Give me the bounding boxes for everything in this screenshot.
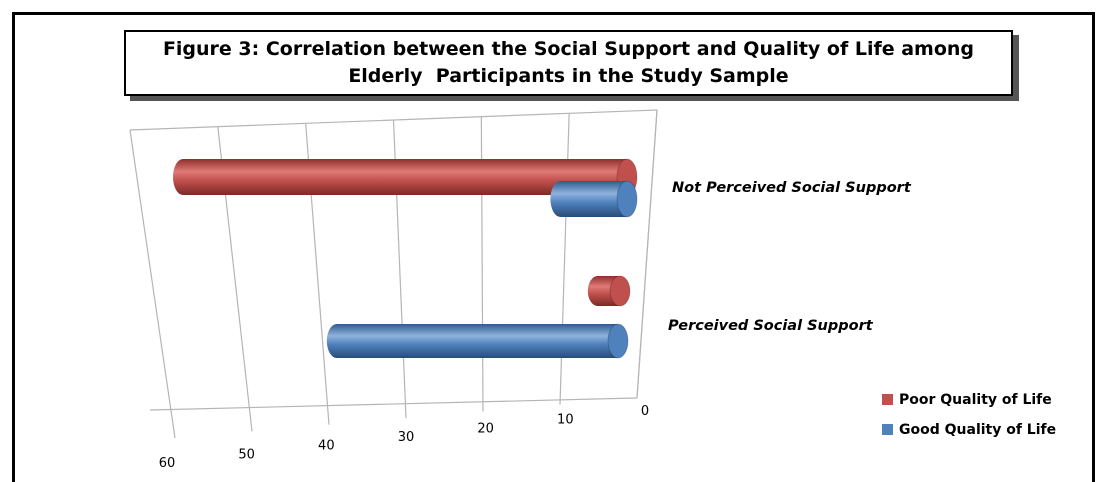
- bar-left-end: [550, 181, 571, 217]
- x-axis-ticks: 0 10 20 30 40 50 60: [159, 404, 649, 471]
- category-labels: Not Perceived Social Support Perceived So…: [668, 180, 912, 334]
- legend: Poor Quality of Life Good Quality of Life: [882, 392, 1056, 438]
- x-tick-label: 60: [159, 456, 176, 471]
- x-tick-label: 10: [557, 413, 574, 428]
- bar-left-end: [173, 159, 193, 195]
- figure-frame: [12, 12, 1095, 482]
- bar-cap: [609, 275, 631, 307]
- bar-good-not-perceived: [550, 180, 638, 218]
- bars-group: [173, 158, 638, 359]
- bar-left-end: [587, 276, 608, 306]
- grid-line: [129, 129, 176, 439]
- legend-swatch: [882, 394, 893, 405]
- category-label: Not Perceived Social Support: [672, 180, 912, 196]
- bar-cap: [616, 180, 638, 218]
- chart-title: Figure 3: Correlation between the Social…: [124, 30, 1013, 96]
- x-tick-label: 40: [318, 439, 335, 454]
- legend-label: Good Quality of Life: [899, 422, 1056, 438]
- chart-title-line-1: Figure 3: Correlation between the Social…: [162, 38, 975, 60]
- x-tick-label: 50: [238, 447, 255, 462]
- bar-poor-perceived: [587, 275, 631, 307]
- legend-label: Poor Quality of Life: [899, 392, 1052, 408]
- bar-body: [336, 324, 618, 358]
- bar-good-perceived: [326, 323, 629, 359]
- x-tick-label: 30: [398, 430, 415, 445]
- x-tick-label: 0: [641, 404, 649, 419]
- back-wall-edge: [129, 109, 658, 399]
- legend-swatch: [882, 424, 893, 435]
- bar-body: [560, 181, 627, 217]
- bar-cap: [607, 323, 629, 359]
- grid-line: [559, 113, 570, 405]
- floor-edge: [149, 397, 638, 411]
- category-label: Perceived Social Support: [668, 318, 874, 334]
- bar-left-end: [326, 324, 347, 358]
- x-tick-label: 20: [477, 421, 494, 436]
- chart-title-line-2: Elderly Participants in the Study Sample: [348, 65, 789, 87]
